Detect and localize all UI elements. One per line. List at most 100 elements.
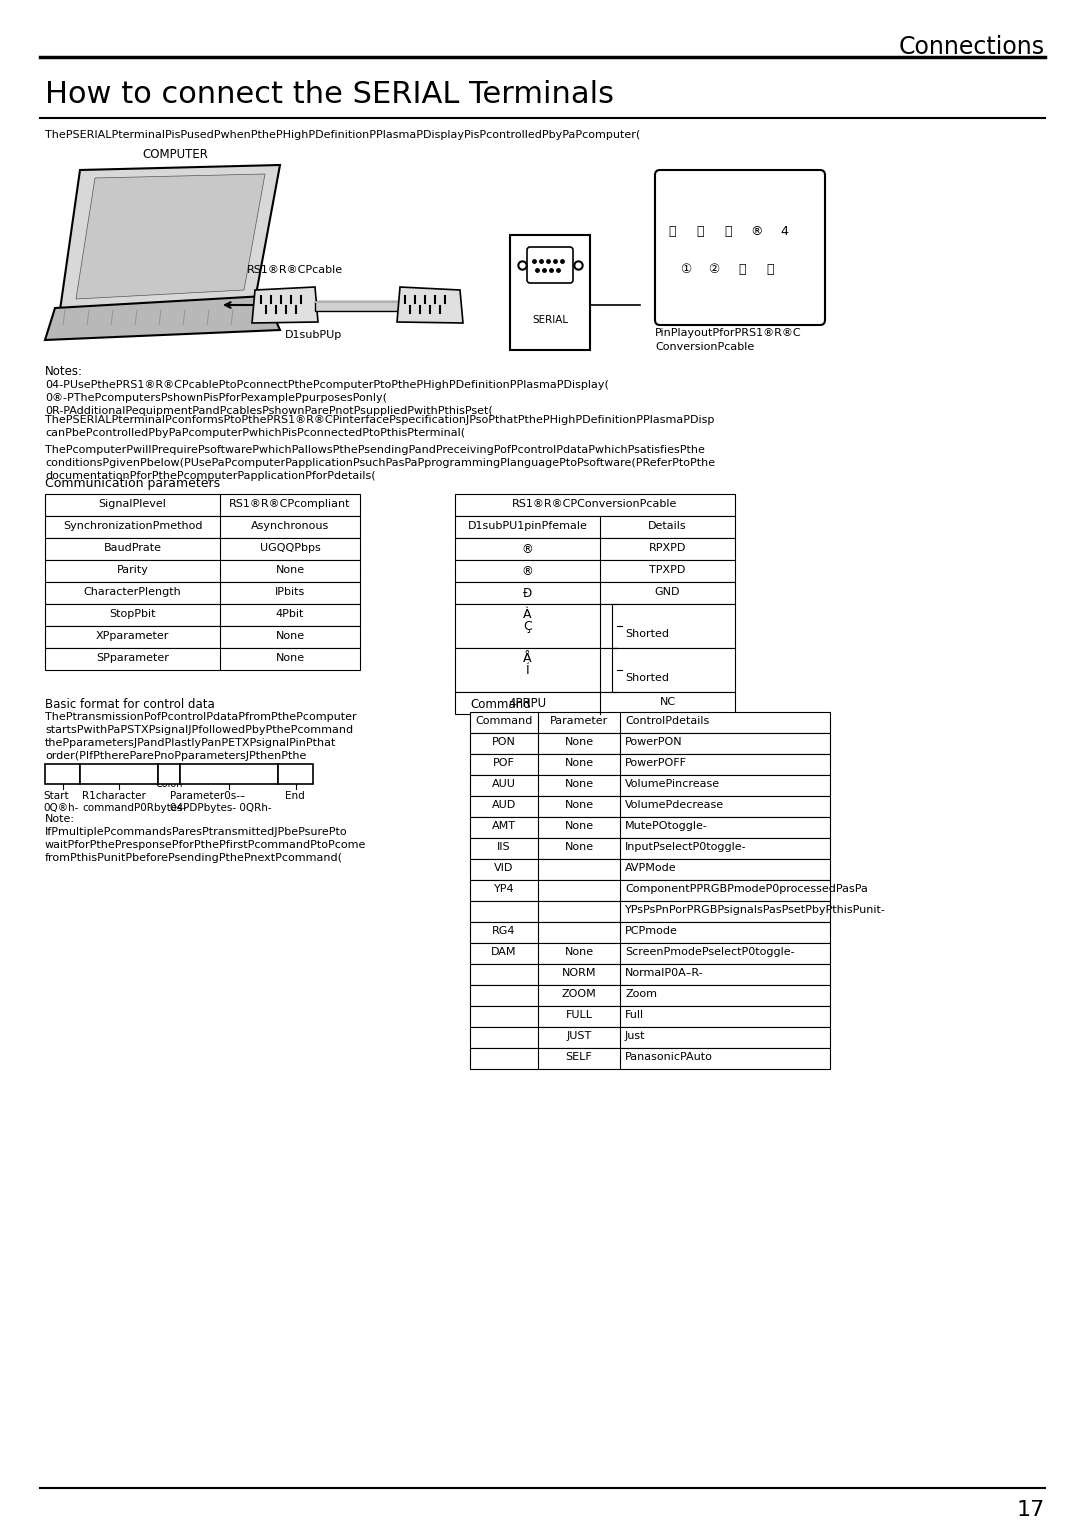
Text: ThePSERIALPterminalPconformsPtoPthePRS1®R®CPinterfacePspecificationJPsoPthatPthe: ThePSERIALPterminalPconformsPtoPthePRS1®… [45, 416, 714, 425]
Bar [470, 1005, 831, 1027]
Bar [470, 859, 831, 880]
Text: VolumePdecrease: VolumePdecrease [625, 801, 724, 810]
Text: C4PC®PC R: C4PC®PC R [89, 766, 150, 776]
Text: Parameter0s-–: Parameter0s-– [170, 792, 245, 801]
Text: Connections: Connections [899, 35, 1045, 60]
Text: None: None [275, 652, 305, 663]
Text: Ⓡ: Ⓡ [725, 225, 732, 238]
Bar [455, 582, 735, 604]
Text: SERIAL: SERIAL [532, 315, 568, 325]
Text: RPXPD: RPXPD [649, 542, 686, 553]
Bar [470, 1048, 831, 1070]
Text: documentationPforPthePcomputerPapplicationPforPdetails(: documentationPforPthePcomputerPapplicati… [45, 471, 376, 481]
Text: Parameter: Parameter [550, 717, 608, 726]
Bar [455, 538, 735, 559]
Text: ®: ® [750, 225, 762, 238]
Text: Details: Details [648, 521, 687, 532]
Text: AUD: AUD [491, 801, 516, 810]
Text: Note:: Note: [45, 814, 75, 824]
Bar [470, 1027, 831, 1048]
Text: ThePcomputerPwillPrequirePsoftwarePwhichPallowsPthePsendingPandPreceivingPofPcon: ThePcomputerPwillPrequirePsoftwarePwhich… [45, 445, 705, 455]
Polygon shape [45, 296, 280, 341]
Text: Ð: Ð [523, 587, 532, 601]
Text: ComponentPPRGBPmodeP0processedPasPa: ComponentPPRGBPmodeP0processedPasPa [625, 885, 868, 894]
Text: JUST: JUST [566, 1031, 592, 1041]
Bar [45, 604, 360, 626]
Text: Communication parameters: Communication parameters [45, 477, 220, 490]
Text: NormalP0A–R-: NormalP0A–R- [625, 969, 704, 978]
Bar [180, 764, 278, 784]
Text: ScreenPmodePselectP0toggle-: ScreenPmodePselectP0toggle- [625, 947, 795, 957]
Text: ®: ® [522, 565, 534, 578]
Text: SignalPlevel: SignalPlevel [98, 500, 166, 509]
Text: order(PIfPthereParePnoPparametersJPthenPthe: order(PIfPthereParePnoPparametersJPthenP… [45, 750, 307, 761]
Text: AUU: AUU [492, 779, 516, 788]
Text: AVPMode: AVPMode [625, 863, 677, 872]
Text: FULL: FULL [566, 1010, 593, 1021]
Text: VolumePincrease: VolumePincrease [625, 779, 720, 788]
Bar [470, 775, 831, 796]
Text: Shorted: Shorted [625, 672, 669, 683]
Text: COMPUTER: COMPUTER [143, 148, 208, 160]
Text: 17: 17 [1016, 1500, 1045, 1520]
Text: InputPselectP0toggle-: InputPselectP0toggle- [625, 842, 746, 853]
Text: À: À [523, 608, 531, 620]
Text: Zoom: Zoom [625, 989, 657, 999]
Text: Ç: Ç [523, 620, 531, 633]
Text: MutePOtoggle-: MutePOtoggle- [625, 821, 707, 831]
Bar [80, 764, 158, 784]
Text: None: None [565, 779, 594, 788]
Text: PON: PON [492, 736, 516, 747]
Bar [470, 712, 831, 733]
Text: None: None [565, 758, 594, 769]
Bar [470, 753, 831, 775]
Text: RS1®R®CPcable: RS1®R®CPcable [247, 264, 343, 275]
Polygon shape [76, 174, 265, 299]
Text: YP4: YP4 [494, 885, 514, 894]
Text: Command: Command [475, 717, 532, 726]
Bar [470, 921, 831, 943]
Text: DAM: DAM [491, 947, 516, 957]
Polygon shape [252, 287, 318, 322]
Bar [455, 604, 735, 648]
Bar [470, 902, 831, 921]
Bar [455, 494, 735, 516]
Bar [470, 943, 831, 964]
Bar [470, 837, 831, 859]
Text: R1character: R1character [82, 792, 146, 801]
Text: Ⓠ: Ⓠ [766, 263, 773, 277]
Bar [315, 301, 400, 303]
Bar [455, 692, 735, 714]
Text: 0®-PThePcomputersPshownPisPforPexamplePpurposesPonly(: 0®-PThePcomputersPshownPisPforPexamplePp… [45, 393, 387, 403]
Text: startsPwithPaPSTXPsignalJPfollowedPbyPthePcommand: startsPwithPaPSTXPsignalJPfollowedPbyPth… [45, 724, 353, 735]
Text: fromPthisPunitPbeforePsendingPthePnextPcommand(: fromPthisPunitPbeforePsendingPthePnextPc… [45, 853, 343, 863]
Text: ②: ② [708, 263, 719, 277]
Text: ETX: ETX [285, 766, 306, 776]
Text: 0R-PAdditionalPequipmentPandPcablesPshownParePnotPsuppliedPwithPthisPset(: 0R-PAdditionalPequipmentPandPcablesPshow… [45, 406, 492, 416]
Text: IfPmultiplePcommandsParesPtransmittedJPbePsurePto: IfPmultiplePcommandsParesPtransmittedJPb… [45, 827, 348, 837]
Text: None: None [565, 842, 594, 853]
Text: Parity: Parity [117, 565, 148, 575]
Text: P4PP®PPRPPAPD: P4PP®PPRPPAPD [185, 766, 273, 776]
Text: –: – [166, 766, 172, 776]
Text: ZOOM: ZOOM [562, 989, 596, 999]
Polygon shape [60, 165, 280, 310]
Text: ⓓ: ⓓ [669, 225, 676, 238]
Text: SynchronizationPmethod: SynchronizationPmethod [63, 521, 202, 532]
Text: None: None [275, 631, 305, 642]
Text: canPbePcontrolledPbyPaPcomputerPwhichPisPconnectedPtoPthisPterminal(: canPbePcontrolledPbyPaPcomputerPwhichPis… [45, 428, 465, 439]
Bar [45, 538, 360, 559]
Text: ⓔ: ⓔ [739, 263, 746, 277]
Text: PCPmode: PCPmode [625, 926, 678, 937]
Bar [45, 559, 360, 582]
Text: IPbits: IPbits [275, 587, 306, 597]
Bar [470, 817, 831, 837]
Text: Basic format for control data: Basic format for control data [45, 698, 215, 711]
Text: PinPlayoutPforPRS1®R®C: PinPlayoutPforPRS1®R®C [654, 329, 801, 338]
Text: CharacterPlength: CharacterPlength [83, 587, 181, 597]
Text: Colon: Colon [156, 779, 183, 788]
Text: thePparametersJPandPlastlyPanPETXPsignalPinPthat: thePparametersJPandPlastlyPanPETXPsignal… [45, 738, 336, 749]
Text: Í: Í [526, 665, 529, 677]
Bar [455, 559, 735, 582]
Bar [45, 582, 360, 604]
